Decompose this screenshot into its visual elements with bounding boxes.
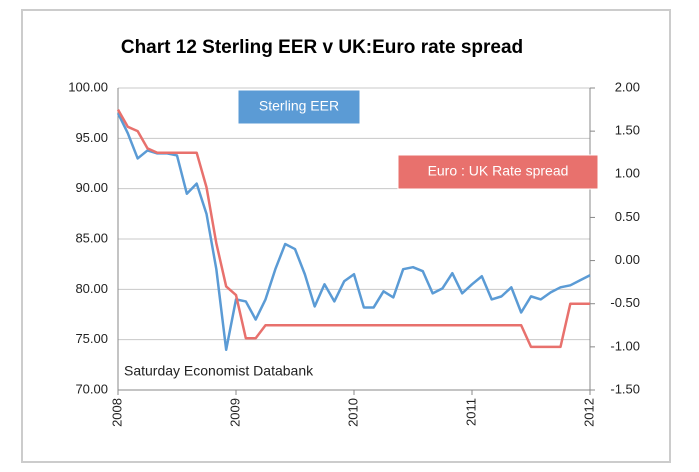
y-tick-label: 70.00 [75,381,108,396]
y-tick-label: 75.00 [75,331,108,346]
y2-tick-label: 0.50 [615,209,640,224]
y-tick-label: 95.00 [75,130,108,145]
series-line [116,108,590,349]
y2-tick-label: -1.50 [610,381,640,396]
legend-box [237,89,361,125]
y2-tick-label: 1.00 [615,166,640,181]
x-tick-label: 2012 [581,398,596,427]
y-tick-label: 85.00 [75,230,108,245]
series-line [116,112,591,351]
x-tick-label: 2011 [463,398,478,426]
legend-box [397,154,599,190]
x-tick-label: 2008 [109,398,124,427]
legend-label: Euro : UK Rate spread [428,163,569,179]
y2-tick-label: -0.50 [610,295,640,310]
y-tick-label: 100.00 [68,79,108,94]
annotation: Saturday Economist Databank [124,363,314,379]
y2-tick-label: 1.50 [615,123,640,138]
y-tick-label: 90.00 [75,180,108,195]
legend-label: Sterling EER [259,98,339,114]
y2-tick-label: -1.00 [610,338,640,353]
x-tick-label: 2009 [227,398,242,427]
x-tick-label: 2010 [345,398,360,427]
chart-frame [21,9,671,463]
y2-tick-label: 0.00 [615,252,640,267]
chart-title: Chart 12 Sterling EER v UK:Euro rate spr… [121,37,523,58]
y2-tick-label: 2.00 [615,79,640,94]
y-tick-label: 80.00 [75,281,108,296]
